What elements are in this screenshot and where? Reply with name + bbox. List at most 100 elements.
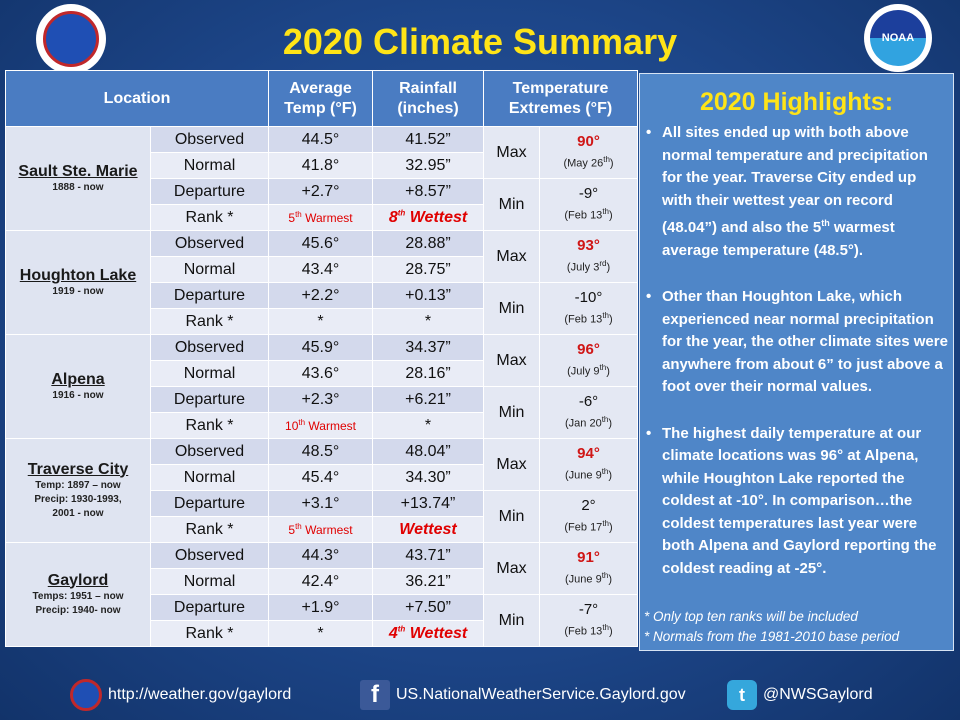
facebook-icon: f [360, 680, 390, 710]
record-period: Precip: 1940- now [35, 604, 121, 616]
table-row: Rank * 5th Warmest Wettest [6, 516, 638, 543]
max-label: Max [483, 542, 541, 595]
page-title: 2020 Climate Summary [282, 21, 678, 62]
header-avg-temp: Average Temp (°F) [268, 70, 374, 127]
rainfall-cell: 32.95” [372, 152, 485, 179]
location-name: Houghton Lake [19, 266, 137, 284]
rainfall-cell: 4th Wettest [372, 620, 485, 647]
row-label: Normal [149, 152, 270, 179]
min-label: Min [483, 178, 541, 231]
location-cell: Alpena 1916 - now [5, 334, 151, 439]
nws-mini-icon [70, 679, 102, 711]
rainfall-cell: 28.75” [372, 256, 485, 283]
table-row: Rank * 5th Warmest 8th Wettest [6, 204, 638, 231]
min-label: Min [483, 386, 541, 439]
location-name: Sault Ste. Marie [18, 162, 138, 180]
footer-website[interactable]: http://weather.gov/gaylord [70, 679, 291, 711]
footer-facebook[interactable]: f US.NationalWeatherService.Gaylord.gov [360, 679, 686, 711]
rainfall-cell: * [372, 308, 485, 335]
max-label: Max [483, 126, 541, 179]
record-period: 1888 - now [52, 181, 104, 193]
avg-temp-cell: +1.9° [268, 594, 374, 621]
table-row: Normal 41.8° 32.95” [6, 152, 638, 179]
rainfall-cell: 28.16” [372, 360, 485, 387]
max-temp-cell: 93° (July 3rd) [539, 230, 639, 283]
table-row: Gaylord Temps: 1951 – now Precip: 1940- no… [5, 542, 639, 647]
avg-temp-cell: 5th Warmest [268, 204, 374, 231]
max-temp-cell: 96° (July 9th) [539, 334, 639, 387]
twitter-link[interactable]: @NWSGaylord [763, 686, 873, 703]
avg-temp-cell: 44.5° [268, 126, 374, 153]
location-cell: Gaylord Temps: 1951 – now Precip: 1940- no… [5, 542, 151, 647]
header-temp-extremes: Temperature Extremes (°F) [483, 70, 639, 127]
row-label: Observed [149, 230, 270, 257]
min-temp-cell: -10° (Feb 13th) [539, 282, 639, 335]
table-row: Normal 43.6° 28.16” [6, 360, 638, 387]
rainfall-cell: 28.88” [372, 230, 485, 257]
row-label: Normal [149, 568, 270, 595]
location-cell: Traverse City Temp: 1897 – now Precip: 193… [5, 438, 151, 543]
avg-temp-cell: 10th Warmest [268, 412, 374, 439]
avg-temp-cell: 42.4° [268, 568, 374, 595]
footer-twitter[interactable]: t @NWSGaylord [727, 679, 873, 711]
twitter-icon: t [727, 680, 757, 710]
table-row: Rank * * 4th Wettest [6, 620, 638, 647]
highlight-bullet: The highest daily temperature at our cli… [640, 423, 949, 581]
table-row: Normal 45.4° 34.30” [6, 464, 638, 491]
avg-temp-cell: 5th Warmest [268, 516, 374, 543]
row-label: Departure [149, 282, 270, 309]
min-label: Min [483, 594, 541, 647]
row-label: Rank * [149, 204, 270, 231]
row-label: Observed [149, 438, 270, 465]
highlights-list: All sites ended up with both above norma… [640, 122, 953, 580]
table-row: Normal 43.4° 28.75” [6, 256, 638, 283]
avg-temp-cell: 45.9° [268, 334, 374, 361]
noaa-logo-text: NOAA [870, 10, 926, 66]
highlights-panel: 2020 Highlights: All sites ended up with… [639, 73, 954, 651]
max-temp-cell: 91° (June 9th) [539, 542, 639, 595]
row-label: Normal [149, 256, 270, 283]
record-period: Temp: 1897 – now [35, 479, 121, 491]
location-name: Gaylord [47, 571, 109, 589]
rainfall-cell: 36.21” [372, 568, 485, 595]
rainfall-cell: 34.30” [372, 464, 485, 491]
table-row: Houghton Lake 1919 - now Observed 45.6° 28.8… [5, 230, 639, 335]
record-period: 1919 - now [52, 285, 104, 297]
row-label: Normal [149, 360, 270, 387]
header-location: Location [4, 70, 270, 127]
avg-temp-cell: +2.7° [268, 178, 374, 205]
table-row: Departure +2.3° +6.21” Min -6° (Jan 20th) [6, 386, 639, 439]
table-row: Departure +1.9° +7.50” Min -7° (Feb 13th) [6, 594, 639, 647]
row-label: Departure [149, 178, 270, 205]
rainfall-cell: +6.21” [372, 386, 485, 413]
row-label: Departure [149, 594, 270, 621]
avg-temp-cell: 44.3° [268, 542, 374, 569]
table-row: Departure +2.2° +0.13” Min -10° (Feb 13th) [6, 282, 639, 335]
avg-temp-cell: 43.4° [268, 256, 374, 283]
row-label: Departure [149, 490, 270, 517]
min-label: Min [483, 490, 541, 543]
noaa-logo: NOAA [864, 4, 932, 72]
location-name: Traverse City [27, 460, 129, 478]
max-label: Max [483, 438, 541, 491]
min-temp-cell: -9° (Feb 13th) [539, 178, 639, 231]
table-row: Departure +2.7° +8.57” Min -9° (Feb 13th) [6, 178, 639, 231]
facebook-link[interactable]: US.NationalWeatherService.Gaylord.gov [396, 686, 686, 703]
row-label: Observed [149, 334, 270, 361]
footnote: * Only top ten ranks will be included [644, 609, 858, 624]
max-label: Max [483, 334, 541, 387]
rainfall-cell: 41.52” [372, 126, 485, 153]
record-period: Temps: 1951 – now [32, 590, 124, 602]
website-link[interactable]: http://weather.gov/gaylord [108, 686, 292, 703]
record-period: 2001 - now [52, 507, 104, 519]
row-label: Rank * [149, 516, 270, 543]
rainfall-cell: +0.13” [372, 282, 485, 309]
row-label: Observed [149, 126, 270, 153]
avg-temp-cell: 48.5° [268, 438, 374, 465]
row-label: Departure [149, 386, 270, 413]
table-row: Departure +3.1° +13.74” Min 2° (Feb 17th) [6, 490, 639, 543]
row-label: Rank * [149, 620, 270, 647]
highlight-bullet: All sites ended up with both above norma… [640, 122, 949, 262]
avg-temp-cell: +3.1° [268, 490, 374, 517]
climate-table: Location Average Temp (°F) Rainfall (inche… [4, 70, 639, 647]
